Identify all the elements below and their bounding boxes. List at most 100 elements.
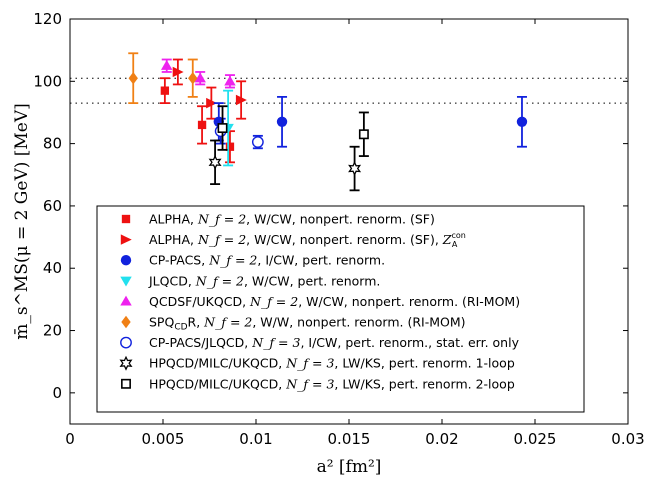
legend-label-main: HPQCD/MILC/UKQCD,: [149, 356, 286, 371]
legend-label-extra-sub: A: [452, 240, 458, 249]
x-tick-label: 0.03: [611, 430, 644, 448]
reference-lines: [70, 77, 628, 104]
legend-label-math: N_f = 2: [197, 212, 246, 227]
legend-label-rest: , W/CW, nonpert. renorm. (SF): [246, 212, 435, 227]
legend-label-main: ALPHA,: [149, 212, 198, 227]
x-tick-label: 0.025: [514, 430, 557, 448]
data-point: [224, 75, 236, 86]
data-layer: [128, 52, 528, 192]
legend-label-main: QCDSF/UKQCD,: [149, 294, 250, 309]
legend-entry: JLQCD, N_f = 2, W/CW, pert. renorm.: [120, 273, 380, 288]
legend-label-main: SPQ: [149, 315, 174, 330]
legend-label-main: JLQCD,: [148, 273, 196, 288]
data-point: [276, 116, 288, 128]
legend-label: HPQCD/MILC/UKQCD, N_f = 3, LW/KS, pert. …: [149, 376, 515, 391]
legend-marker: [120, 255, 132, 266]
legend-label-math: N_f = 2: [195, 273, 244, 288]
data-point: [160, 86, 170, 95]
y-tick-label: 120: [33, 10, 62, 28]
legend-label-rest: , W/W, nonpert. renorm. (RI-MOM): [252, 315, 465, 330]
x-tick-label: 0.005: [142, 430, 185, 448]
legend-entry: HPQCD/MILC/UKQCD, N_f = 3, LW/KS, pert. …: [121, 376, 515, 391]
legend-label: ALPHA, N_f = 2, W/CW, nonpert. renorm. (…: [149, 231, 466, 249]
legend-entry: SPQCDR, N_f = 2, W/W, nonpert. renorm. (…: [121, 315, 466, 333]
axis-tick-labels: 0 0.005 0.01 0.015 0.02 0.025 0.03 0 20 40 60 80 100…: [33, 10, 644, 448]
data-point: [225, 142, 235, 151]
x-tick-label: 0.015: [328, 430, 371, 448]
legend-label-main: ALPHA,: [149, 232, 198, 247]
data-point: [128, 71, 138, 85]
legend-label-math: N_f = 2: [208, 253, 257, 268]
legend-marker: [121, 378, 131, 389]
legend-label: ALPHA, N_f = 2, W/CW, nonpert. renorm. (…: [149, 212, 435, 227]
legend-marker: [120, 276, 132, 287]
legend-label-main2: R,: [188, 315, 205, 330]
x-tick-label: 0.01: [239, 430, 272, 448]
legend-label: CP-PACS/JLQCD, N_f = 3, I/CW, pert. reno…: [149, 335, 520, 350]
legend-label: HPQCD/MILC/UKQCD, N_f = 3, LW/KS, pert. …: [149, 356, 515, 371]
legend-label-rest: , LW/KS, pert. renorm. 1-loop: [334, 356, 514, 371]
data-point: [194, 72, 206, 83]
legend-label-math: N_f = 2: [203, 315, 252, 330]
legend-entry: CP-PACS, N_f = 2, I/CW, pert. renorm.: [120, 253, 385, 268]
data-point: [516, 116, 528, 128]
legend-label: JLQCD, N_f = 2, W/CW, pert. renorm.: [148, 273, 380, 288]
legend-label-rest: , I/CW, pert. renorm., stat. err. only: [300, 335, 519, 350]
y-tick-label: 20: [43, 322, 62, 340]
x-tick-label: 0: [65, 430, 75, 448]
y-tick-label: 40: [43, 259, 62, 277]
legend-entry: HPQCD/MILC/UKQCD, N_f = 3, LW/KS, pert. …: [119, 355, 515, 371]
legend-label-math: N_f = 2: [197, 232, 246, 247]
data-point: [235, 94, 247, 106]
legend-label-main: CP-PACS/JLQCD,: [149, 335, 252, 350]
data-point: [197, 120, 207, 130]
legend-label-sub: CD: [174, 323, 187, 333]
y-tick-label: 60: [43, 197, 62, 215]
legend: ALPHA, N_f = 2, W/CW, nonpert. renorm. (…: [96, 205, 585, 413]
legend-label-main: HPQCD/MILC/UKQCD,: [149, 376, 286, 391]
y-tick-label: 80: [43, 135, 62, 153]
x-axis-title: a² [fm²]: [317, 457, 382, 477]
legend-marker: [121, 315, 131, 329]
legend-label-main: CP-PACS,: [149, 253, 209, 268]
data-point: [172, 66, 184, 78]
legend-entry: ALPHA, N_f = 2, W/CW, nonpert. renorm. (…: [121, 212, 435, 227]
legend-marker: [120, 234, 132, 245]
legend-label-rest: , W/CW, nonpert. renorm. (RI-MOM): [298, 294, 520, 309]
legend-label-math: N_f = 3: [251, 335, 300, 350]
data-point: [251, 136, 264, 148]
legend-label-math: N_f = 3: [285, 356, 334, 371]
y-tick-label: 0: [52, 384, 62, 402]
legend-entry: ALPHA, N_f = 2, W/CW, nonpert. renorm. (…: [120, 231, 466, 249]
data-point: [217, 123, 228, 133]
legend-label-rest: , W/CW, pert. renorm.: [244, 273, 380, 288]
axis-ticks: [69, 18, 629, 424]
legend-entry: CP-PACS/JLQCD, N_f = 3, I/CW, pert. reno…: [120, 335, 520, 350]
data-point: [348, 161, 362, 177]
legend-label-math: N_f = 2: [249, 294, 298, 309]
legend-marker: [120, 295, 132, 306]
series-7: [208, 139, 362, 192]
data-point: [358, 129, 369, 140]
legend-label: CP-PACS, N_f = 2, I/CW, pert. renorm.: [149, 253, 385, 268]
data-point: [208, 154, 222, 170]
legend-marker: [119, 355, 133, 371]
legend-label-extra-sup: con: [451, 231, 465, 240]
series-5: [128, 52, 198, 105]
legend-label: SPQCDR, N_f = 2, W/W, nonpert. renorm. (…: [149, 315, 466, 333]
data-point: [206, 97, 218, 109]
legend-label-rest: , W/CW, nonpert. renorm. (SF),: [246, 232, 443, 247]
data-point: [161, 60, 173, 70]
series-0: [159, 77, 235, 164]
series-1: [172, 58, 247, 120]
y-axis-title: m̄_s^MS(μ = 2 GeV) [MeV]: [12, 103, 32, 340]
legend-label: QCDSF/UKQCD, N_f = 2, W/CW, nonpert. ren…: [149, 294, 520, 309]
data-point: [188, 71, 198, 85]
x-tick-label: 0.02: [425, 430, 458, 448]
legend-entry: QCDSF/UKQCD, N_f = 2, W/CW, nonpert. ren…: [120, 294, 520, 309]
legend-marker: [121, 214, 131, 224]
legend-label-math: N_f = 3: [285, 376, 334, 391]
legend-box: [96, 205, 585, 413]
legend-label-rest: , LW/KS, pert. renorm. 2-loop: [334, 376, 514, 391]
